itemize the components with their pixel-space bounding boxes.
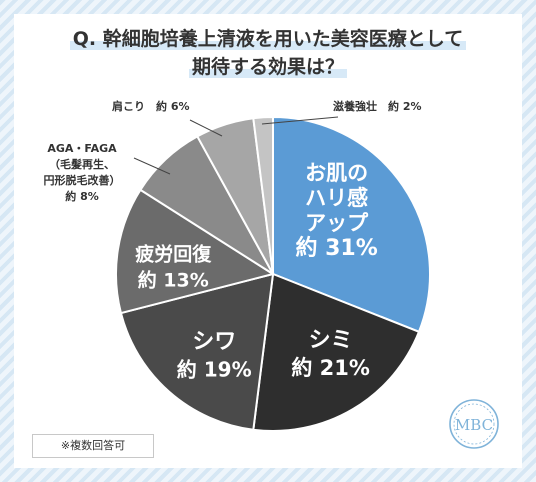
slice-label-2: シワ約 19% [177, 330, 252, 382]
footnote: ※複数回答可 [32, 434, 154, 458]
leader-lines [133, 116, 339, 175]
slice-label-line: お肌の [305, 161, 368, 185]
slice-label-line: 円形脱毛改善） [44, 173, 121, 187]
slice-label-line: （毛髪再生、 [49, 157, 115, 171]
slice-label-line: シワ [192, 330, 236, 355]
slice-value-label: 約 19% [177, 358, 252, 382]
slice-label-line: 肩こり 約 6% [112, 99, 190, 113]
leader-line-6 [261, 116, 339, 125]
slice-label-5: 肩こり 約 6% [112, 99, 190, 113]
logo-text: MBC [455, 416, 493, 434]
pie-slice-1 [252, 272, 421, 432]
leader-line-5 [189, 119, 223, 137]
slice-label-1: シミ約 21% [291, 328, 370, 380]
chart-title-line-1: Q. 幹細胞培養上清液を用いた美容医療として [0, 26, 536, 52]
mbc-logo: MBC [449, 399, 499, 449]
pie-slice-6 [252, 115, 274, 275]
chart-title-line-2: 期待する効果は？ [0, 54, 536, 80]
slice-value-label: 約 8% [65, 189, 99, 203]
leader-line-4 [133, 157, 171, 175]
slice-label-line: AGA・FAGA [47, 142, 117, 155]
pie-slice-3 [115, 188, 276, 315]
slice-label-line: シミ [309, 328, 353, 353]
logo-ring-inner [453, 403, 495, 445]
pie-slice-2 [119, 272, 275, 431]
slice-label-line: ハリ感 [305, 186, 368, 210]
logo-ring-outer [449, 399, 499, 449]
slice-label-4: AGA・FAGA （毛髪再生、円形脱毛改善） 約 8% [44, 142, 121, 203]
slice-label-0: お肌のハリ感アップ約 31% [295, 161, 377, 261]
pie-slice-0 [272, 115, 431, 334]
slice-label-line: 疲労回復 [135, 243, 212, 266]
pie-slices [115, 115, 431, 432]
slice-label-6: 滋養強壮 約 2% [333, 99, 422, 113]
slice-labels: お肌のハリ感アップ約 31% シミ約 21% シワ約 19% 疲労回復約 13% AGA… [44, 99, 422, 382]
slice-value-label: 約 13% [138, 269, 209, 292]
slice-value-label: 約 31% [295, 235, 377, 261]
slice-label-line: アップ [305, 211, 369, 235]
slice-label-line: 滋養強壮 約 2% [333, 99, 422, 113]
slice-value-label: 約 21% [291, 356, 370, 380]
slice-label-3: 疲労回復約 13% [135, 243, 212, 292]
